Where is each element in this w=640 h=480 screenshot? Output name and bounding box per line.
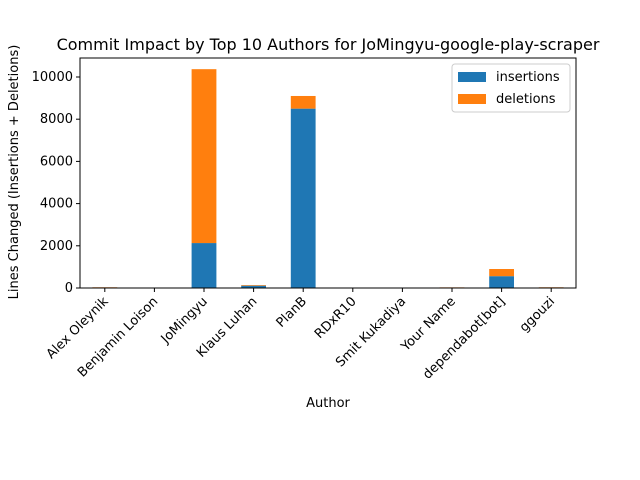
legend-label-deletions: deletions [496, 92, 556, 107]
x-tick-label: dependabot[bot] [420, 294, 508, 382]
bar-insertions-3 [241, 285, 266, 288]
y-tick-label: 6000 [40, 154, 73, 169]
bar-insertions-8 [489, 276, 514, 288]
y-tick-label: 2000 [40, 239, 73, 254]
bar-insertions-2 [191, 243, 217, 288]
x-tick-label: ggouzi [517, 294, 558, 335]
y-axis: 0 2000 4000 6000 8000 10000 [32, 70, 80, 296]
bar-insertions-4 [290, 108, 316, 288]
bar-deletions-8 [489, 269, 514, 277]
y-tick-label: 4000 [40, 197, 73, 212]
x-tick-label: JoMingyu [158, 294, 211, 347]
y-tick-label: 10000 [32, 70, 73, 85]
bar-deletions-3 [241, 285, 266, 286]
x-tick-label: PlanB [274, 294, 310, 330]
legend: insertions deletions [451, 63, 571, 113]
y-tick-label: 0 [65, 281, 73, 296]
x-tick-label: RDxR10 [312, 294, 360, 342]
chart-title: Commit Impact by Top 10 Authors for JoMi… [57, 35, 600, 54]
y-tick-label: 8000 [40, 112, 73, 127]
bar-deletions-4 [290, 95, 316, 109]
plot-area [79, 57, 577, 289]
x-axis-label: Author [306, 396, 350, 411]
plot-frame [79, 57, 577, 289]
bar-deletions-2 [191, 69, 217, 244]
legend-swatch-deletions [458, 94, 486, 104]
legend-swatch-insertions [458, 72, 486, 82]
y-axis-label: Lines Changed (Insertions + Deletions) [7, 45, 22, 300]
legend-label-insertions: insertions [496, 70, 560, 85]
